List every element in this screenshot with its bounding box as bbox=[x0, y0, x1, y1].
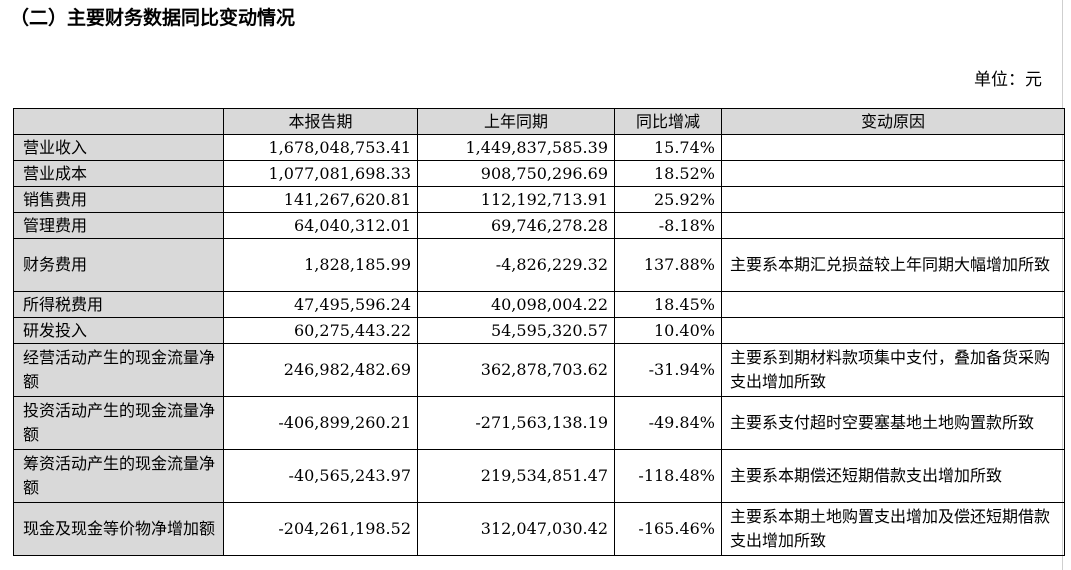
table-row: 销售费用 141,267,620.81 112,192,713.91 25.92… bbox=[13, 186, 1065, 213]
current-value: -406,899,260.21 bbox=[223, 396, 418, 450]
header-change-reason: 变动原因 bbox=[721, 108, 1065, 135]
current-value: -204,261,198.52 bbox=[223, 502, 418, 556]
change-percent: 25.92% bbox=[614, 186, 722, 213]
change-percent: 18.45% bbox=[614, 291, 722, 318]
table-header-row: 本报告期 上年同期 同比增减 变动原因 bbox=[13, 108, 1065, 135]
table-row: 筹资活动产生的现金流量净额 -40,565,243.97 219,534,851… bbox=[13, 449, 1065, 503]
prior-value: 69,746,278.28 bbox=[417, 212, 615, 239]
prior-value: -271,563,138.19 bbox=[417, 396, 615, 450]
change-percent: -165.46% bbox=[614, 502, 722, 556]
prior-value: 40,098,004.22 bbox=[417, 291, 615, 318]
current-value: 1,077,081,698.33 bbox=[223, 160, 418, 187]
change-percent: -49.84% bbox=[614, 396, 722, 450]
row-item: 营业收入 bbox=[13, 134, 224, 161]
current-value: 1,678,048,753.41 bbox=[223, 134, 418, 161]
section-title: （二）主要财务数据同比变动情况 bbox=[10, 7, 296, 29]
table-row: 研发投入 60,275,443.22 54,595,320.57 10.40% bbox=[13, 317, 1065, 344]
table-row: 投资活动产生的现金流量净额 -406,899,260.21 -271,563,1… bbox=[13, 396, 1065, 450]
current-value: 47,495,596.24 bbox=[223, 291, 418, 318]
row-item: 投资活动产生的现金流量净额 bbox=[13, 396, 224, 450]
change-reason bbox=[721, 134, 1065, 161]
change-reason: 主要系本期汇兑损益较上年同期大幅增加所致 bbox=[721, 238, 1065, 292]
row-item: 管理费用 bbox=[13, 212, 224, 239]
table-row: 所得税费用 47,495,596.24 40,098,004.22 18.45% bbox=[13, 291, 1065, 318]
table-row: 经营活动产生的现金流量净额 246,982,482.69 362,878,703… bbox=[13, 343, 1065, 397]
row-item: 经营活动产生的现金流量净额 bbox=[13, 343, 224, 397]
row-item: 研发投入 bbox=[13, 317, 224, 344]
table-row: 营业收入 1,678,048,753.41 1,449,837,585.39 1… bbox=[13, 134, 1065, 161]
row-item: 所得税费用 bbox=[13, 291, 224, 318]
prior-value: 54,595,320.57 bbox=[417, 317, 615, 344]
change-reason bbox=[721, 186, 1065, 213]
change-reason bbox=[721, 317, 1065, 344]
prior-value: 362,878,703.62 bbox=[417, 343, 615, 397]
header-current-period: 本报告期 bbox=[223, 108, 418, 135]
change-reason bbox=[721, 160, 1065, 187]
prior-value: 112,192,713.91 bbox=[417, 186, 615, 213]
table-row: 现金及现金等价物净增加额 -204,261,198.52 312,047,030… bbox=[13, 502, 1065, 556]
change-percent: -118.48% bbox=[614, 449, 722, 503]
change-reason bbox=[721, 212, 1065, 239]
prior-value: -4,826,229.32 bbox=[417, 238, 615, 292]
change-percent: 137.88% bbox=[614, 238, 722, 292]
change-reason bbox=[721, 291, 1065, 318]
current-value: 141,267,620.81 bbox=[223, 186, 418, 213]
header-item bbox=[13, 108, 224, 135]
row-item: 销售费用 bbox=[13, 186, 224, 213]
current-value: -40,565,243.97 bbox=[223, 449, 418, 503]
row-item: 现金及现金等价物净增加额 bbox=[13, 502, 224, 556]
header-yoy-change: 同比增减 bbox=[614, 108, 722, 135]
row-item: 筹资活动产生的现金流量净额 bbox=[13, 449, 224, 503]
change-reason: 主要系到期材料款项集中支付，叠加备货采购支出增加所致 bbox=[721, 343, 1065, 397]
change-percent: 15.74% bbox=[614, 134, 722, 161]
table-row: 管理费用 64,040,312.01 69,746,278.28 -8.18% bbox=[13, 212, 1065, 239]
change-reason: 主要系本期偿还短期借款支出增加所致 bbox=[721, 449, 1065, 503]
row-item: 财务费用 bbox=[13, 238, 224, 292]
change-percent: 10.40% bbox=[614, 317, 722, 344]
unit-label: 单位：元 bbox=[974, 70, 1042, 90]
table-row: 营业成本 1,077,081,698.33 908,750,296.69 18.… bbox=[13, 160, 1065, 187]
header-prior-period: 上年同期 bbox=[417, 108, 615, 135]
prior-value: 219,534,851.47 bbox=[417, 449, 615, 503]
financial-data-table: 本报告期 上年同期 同比增减 变动原因 营业收入 1,678,048,753.4… bbox=[13, 108, 1065, 556]
prior-value: 312,047,030.42 bbox=[417, 502, 615, 556]
prior-value: 1,449,837,585.39 bbox=[417, 134, 615, 161]
change-percent: -31.94% bbox=[614, 343, 722, 397]
table-row: 财务费用 1,828,185.99 -4,826,229.32 137.88% … bbox=[13, 238, 1065, 292]
current-value: 246,982,482.69 bbox=[223, 343, 418, 397]
row-item: 营业成本 bbox=[13, 160, 224, 187]
change-percent: 18.52% bbox=[614, 160, 722, 187]
prior-value: 908,750,296.69 bbox=[417, 160, 615, 187]
current-value: 64,040,312.01 bbox=[223, 212, 418, 239]
current-value: 1,828,185.99 bbox=[223, 238, 418, 292]
change-percent: -8.18% bbox=[614, 212, 722, 239]
change-reason: 主要系本期土地购置支出增加及偿还短期借款支出增加所致 bbox=[721, 502, 1065, 556]
current-value: 60,275,443.22 bbox=[223, 317, 418, 344]
change-reason: 主要系支付超时空要塞基地土地购置款所致 bbox=[721, 396, 1065, 450]
